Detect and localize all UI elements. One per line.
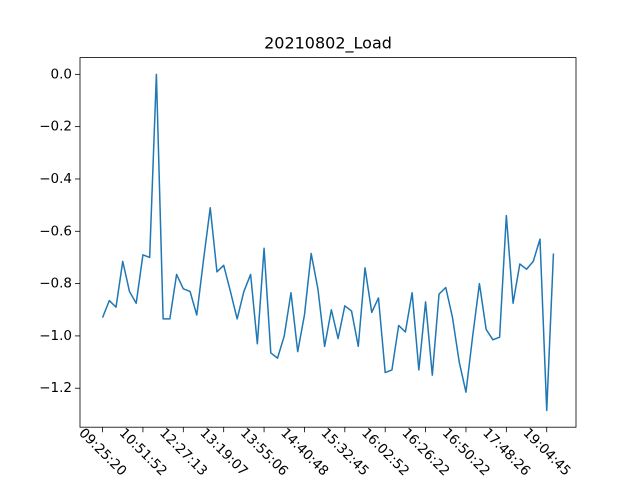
y-tick-label: −0.4 <box>39 171 72 187</box>
axes-frame <box>79 57 577 428</box>
y-tick-label: −1.2 <box>39 380 72 396</box>
y-tick-label: −1.0 <box>39 328 72 344</box>
y-tick-label: −0.8 <box>39 276 72 292</box>
y-tick-label: 0.0 <box>51 66 72 82</box>
y-tick-label: −0.2 <box>39 119 72 135</box>
line-series <box>101 73 555 412</box>
chart-title: 20210802_Load <box>264 34 392 54</box>
y-tick-label: −0.6 <box>39 223 72 239</box>
